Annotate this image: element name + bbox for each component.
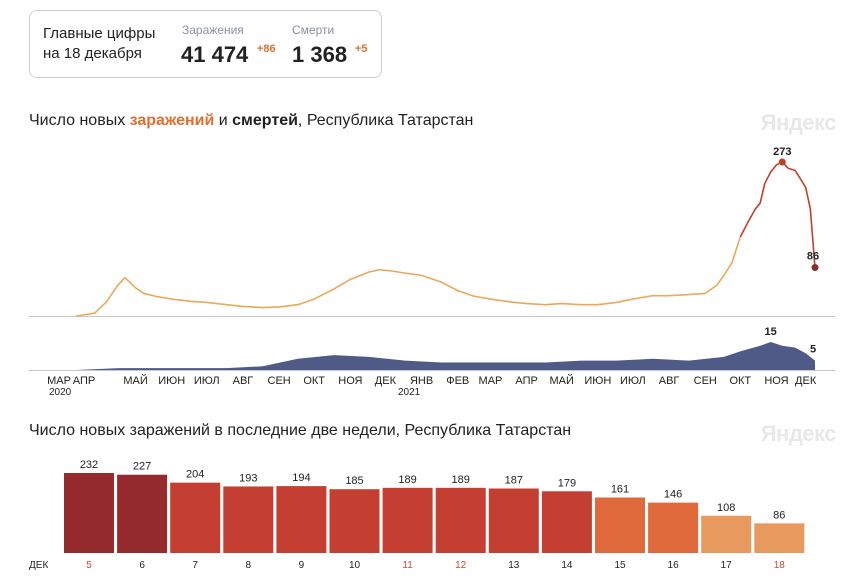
x-tick-day-18: 18 — [774, 560, 786, 571]
bar-15 — [595, 497, 645, 553]
bar-value-5: 232 — [80, 459, 98, 471]
bar-value-16: 146 — [664, 489, 682, 501]
bar-value-18: 86 — [773, 509, 785, 521]
summary-title-line1: Главные цифры — [43, 25, 156, 42]
year-label-2020: 2020 — [49, 387, 72, 398]
deaths-value: 1 368 — [292, 42, 348, 67]
x-tick-day-5: 5 — [86, 560, 92, 571]
x-tick-19: СЕН — [694, 375, 717, 387]
x-tick-13: МАР — [479, 375, 503, 387]
deaths-delta: +5 — [355, 43, 368, 55]
cases-delta: +86 — [257, 43, 276, 55]
cases-point-86 — [811, 263, 819, 271]
x-tick-4: ИЮН — [158, 375, 185, 387]
summary-title-line2: на 18 декабря — [43, 45, 142, 62]
x-tick-17: ИЮЛ — [620, 375, 646, 387]
cases-line — [75, 236, 742, 317]
bar-12 — [435, 487, 486, 553]
data-label-deaths-5: 5 — [810, 344, 816, 356]
x-tick-day-7: 7 — [192, 560, 198, 571]
bar-value-17: 108 — [717, 502, 735, 514]
bar-value-11: 189 — [398, 474, 416, 486]
bar-value-12: 189 — [452, 474, 470, 486]
x-tick-7: СЕН — [268, 375, 291, 387]
yandex-logo-2: Яндекс — [760, 421, 837, 446]
chart1-title-mid: и — [214, 112, 233, 129]
bar-11 — [382, 487, 433, 553]
x-tick-day-12: 12 — [455, 560, 467, 571]
chart1-title-pre: Число новых — [29, 112, 130, 129]
bar-10 — [329, 489, 380, 553]
data-label-deaths-15: 15 — [765, 326, 777, 338]
x-tick-8: ОКТ — [303, 375, 325, 387]
bar-17 — [701, 515, 752, 553]
bar-value-10: 185 — [345, 475, 363, 487]
bar-value-8: 193 — [239, 472, 257, 484]
x-tick-day-10: 10 — [349, 560, 361, 571]
bar-9 — [276, 486, 327, 553]
x-tick-11: ЯНВ — [410, 375, 433, 387]
cases-point-273 — [778, 158, 786, 166]
bar-value-15: 161 — [611, 483, 629, 495]
x-tick-16: ИЮН — [584, 375, 611, 387]
summary-card: Главные цифры на 18 декабря Заражения 41… — [29, 10, 382, 78]
deaths-label: Смерти — [292, 23, 335, 37]
x-tick-20: ОКТ — [729, 375, 751, 387]
x-tick-day-14: 14 — [561, 560, 573, 571]
bar-16 — [648, 502, 699, 553]
bar-value-7: 204 — [186, 469, 204, 481]
x-tick-9: НОЯ — [338, 375, 362, 387]
x-tick-21: НОЯ — [764, 375, 788, 387]
x-tick-2: АПР — [73, 375, 95, 387]
x-tick-day-17: 17 — [721, 560, 733, 571]
bar-value-6: 227 — [133, 461, 151, 473]
bar-value-13: 187 — [505, 475, 523, 487]
cases-value: 41 474 — [181, 42, 249, 67]
x-tick-1: МАР — [47, 375, 71, 387]
bar-6 — [117, 474, 168, 553]
chart1-title-post: , Республика Татарстан — [297, 112, 474, 129]
x-tick-day-9: 9 — [299, 560, 305, 571]
x-tick-18: АВГ — [659, 375, 680, 387]
x-tick-day-16: 16 — [668, 560, 680, 571]
bar-8 — [223, 486, 274, 553]
x-tick-14: АПР — [515, 375, 537, 387]
data-label-cases-86: 86 — [807, 250, 819, 262]
cases-label: Заражения — [182, 23, 244, 37]
bar-13 — [488, 488, 539, 553]
x-tick-day-13: 13 — [508, 560, 520, 571]
deaths-area — [76, 342, 816, 370]
summary-title: Главные цифры на 18 декабря — [43, 24, 155, 64]
x-tick-5: ИЮЛ — [194, 375, 220, 387]
bar-18 — [754, 523, 805, 553]
chart1-title: Число новых заражений и смертей, Республ… — [29, 112, 473, 130]
year-label-2021: 2021 — [398, 387, 421, 398]
chart2-title: Число новых заражений в последние две не… — [29, 422, 572, 439]
bar-value-9: 194 — [292, 472, 310, 484]
x-month-label: ДЕК — [29, 560, 48, 571]
x-tick-3: МАЙ — [123, 374, 147, 387]
chart1-title-deaths: смертей — [232, 112, 298, 129]
chart1-title-cases: заражений — [129, 112, 215, 129]
x-tick-day-6: 6 — [139, 560, 145, 571]
x-tick-10: ДЕК — [375, 375, 397, 387]
bar-7 — [170, 482, 221, 553]
x-tick-day-8: 8 — [246, 560, 252, 571]
x-tick-12: ФЕВ — [446, 375, 469, 387]
data-label-cases-273: 273 — [773, 146, 791, 158]
x-tick-15: МАЙ — [549, 374, 573, 387]
x-tick-day-15: 15 — [614, 560, 626, 571]
bar-14 — [541, 491, 592, 553]
x-tick-day-11: 11 — [402, 560, 413, 571]
yandex-logo-1: Яндекс — [760, 110, 837, 135]
bar-5 — [64, 473, 114, 553]
x-tick-22: ДЕК — [795, 375, 817, 387]
x-tick-6: АВГ — [233, 375, 254, 387]
bar-value-14: 179 — [558, 477, 576, 489]
